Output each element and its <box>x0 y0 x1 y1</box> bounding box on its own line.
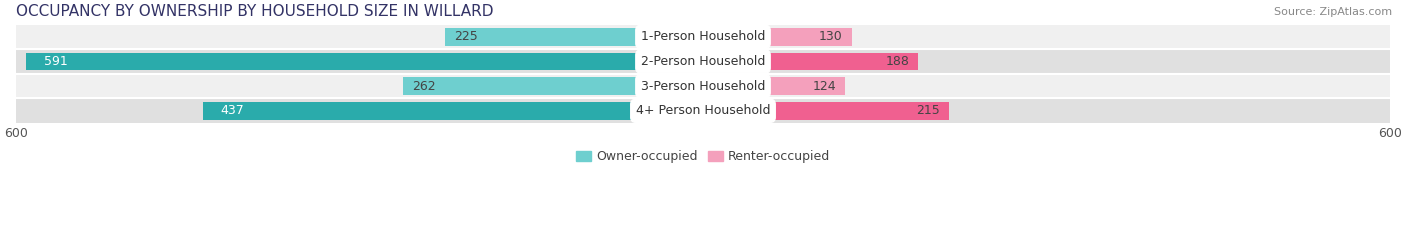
Bar <box>703 53 918 70</box>
Text: 215: 215 <box>917 104 941 117</box>
Text: 591: 591 <box>44 55 67 68</box>
Bar <box>15 74 1391 99</box>
Bar <box>703 102 949 120</box>
Bar <box>15 24 1391 49</box>
Text: 225: 225 <box>454 30 478 43</box>
Bar <box>446 28 703 46</box>
Text: 188: 188 <box>886 55 910 68</box>
Text: OCCUPANCY BY OWNERSHIP BY HOUSEHOLD SIZE IN WILLARD: OCCUPANCY BY OWNERSHIP BY HOUSEHOLD SIZE… <box>15 4 494 19</box>
Bar <box>202 102 703 120</box>
Bar <box>703 77 845 95</box>
Legend: Owner-occupied, Renter-occupied: Owner-occupied, Renter-occupied <box>571 145 835 168</box>
Bar <box>703 28 852 46</box>
Text: 3-Person Household: 3-Person Household <box>641 80 765 93</box>
Bar <box>15 99 1391 123</box>
Bar <box>27 53 703 70</box>
Text: 124: 124 <box>813 80 835 93</box>
Bar <box>15 49 1391 74</box>
Text: 1-Person Household: 1-Person Household <box>641 30 765 43</box>
Text: 262: 262 <box>412 80 436 93</box>
Bar <box>404 77 703 95</box>
Text: 437: 437 <box>219 104 243 117</box>
Text: 130: 130 <box>818 30 842 43</box>
Text: 4+ Person Household: 4+ Person Household <box>636 104 770 117</box>
Text: 2-Person Household: 2-Person Household <box>641 55 765 68</box>
Text: Source: ZipAtlas.com: Source: ZipAtlas.com <box>1274 7 1392 17</box>
